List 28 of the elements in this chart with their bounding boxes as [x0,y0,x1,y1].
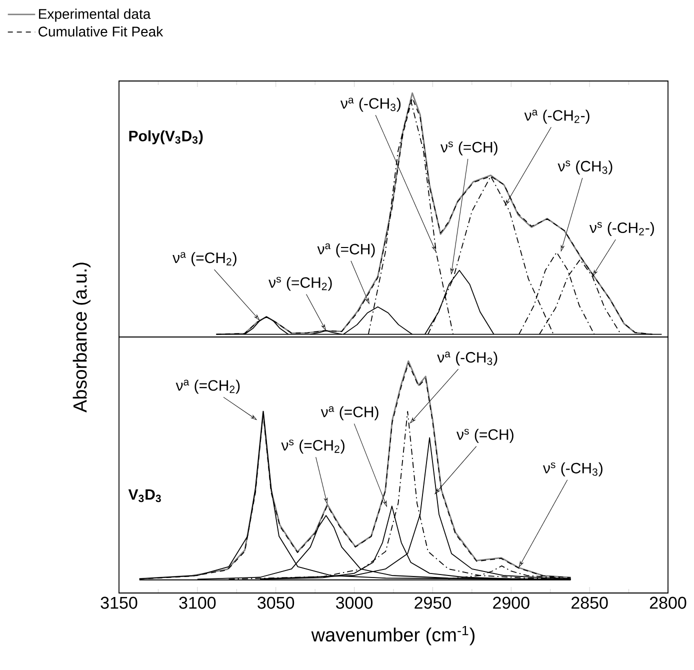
x-axis-title: wavenumber (cm$^{-1}$) [311,626,474,646]
legend-label: Experimental data [39,8,151,22]
x-tick-label: 2950 [414,596,451,609]
x-tick-label: 3050 [258,596,294,609]
annotation: ν$^{a}$ (=CH$_{2}$) [176,380,240,394]
annotation: ν$^{a}$ (=CH$_{2}$) [172,252,236,266]
annotation: ν$^{a}$ (-CH$_{3}$) [340,98,401,112]
x-tick-label: 3150 [100,596,138,609]
annotation: ν$^{a}$ (=CH) [320,406,378,420]
annotation: ν$^{s}$ (CH$_{3}$) [558,160,612,175]
annotation: ν$^{s}$ (=CH) [440,141,498,156]
annotation: V$_{3}$D$_{3}$ [128,489,161,502]
x-tick-label: 2900 [493,596,530,609]
x-tick-label: 3100 [179,596,216,609]
legend-label: Cumulative Fit Peak [38,26,164,37]
annotation: ν$^{s}$ (=CH) [456,428,514,443]
x-tick-label: 2850 [572,596,608,609]
y-axis-title: Absorbance (a.u.) [72,262,91,412]
annotation: ν$^{s}$ (=CH$_{2}$) [268,276,332,291]
x-tick-label: 3000 [336,596,373,609]
annotation: ν$^{a}$ (-CH$_{2}$-) [524,110,590,124]
annotation: ν$^{s}$ (-CH$_{3}$) [542,462,602,476]
annotation: ν$^{s}$ (=CH$_{2}$) [281,440,344,454]
annotation: ν$^{s}$ (-CH$_{2}$-) [589,222,654,236]
annotation: ν$^{a}$ (-CH$_{3}$) [437,352,498,366]
x-tick-label: 2800 [650,596,686,609]
annotation: ν$^{a}$ (=CH) [317,243,375,258]
annotation: Poly(V$_{3}$D$_{3}$) [129,130,203,144]
